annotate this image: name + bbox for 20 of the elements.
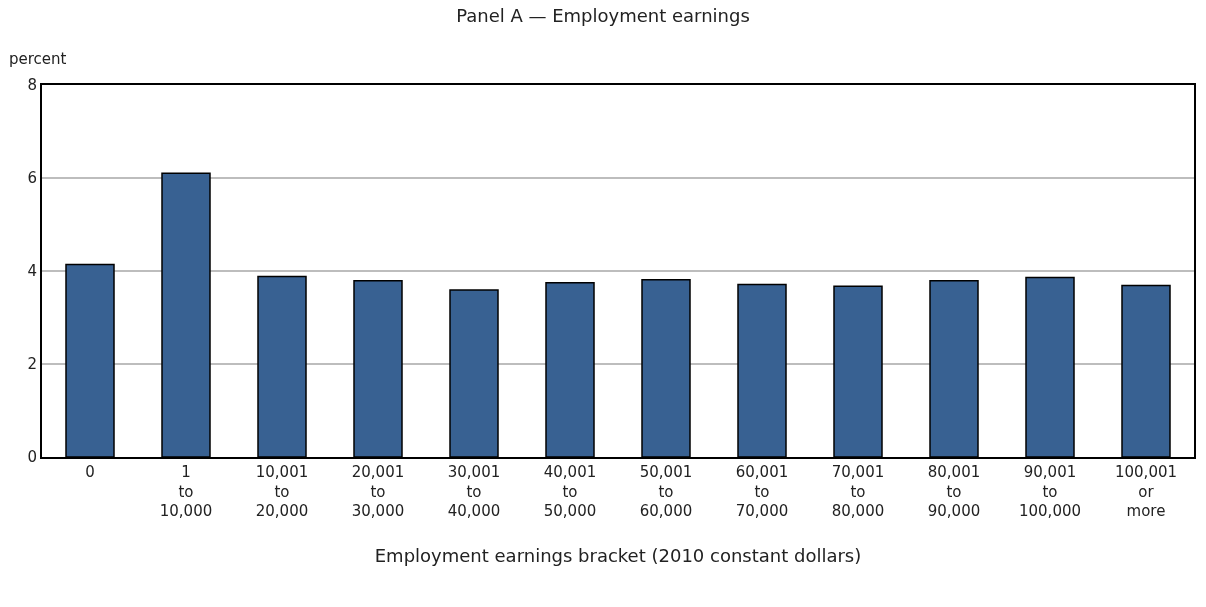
y-tick-label: 0	[27, 448, 37, 467]
x-tick-label: 100,001 or more	[1114, 463, 1178, 520]
y-tick-label: 6	[27, 169, 37, 188]
x-tick-label: 10,001 to 20,000	[255, 463, 309, 520]
y-tick-label: 8	[27, 76, 37, 95]
x-tick-label: 20,001 to 30,000	[351, 463, 405, 520]
x-tick-label: 1 to 10,000	[159, 463, 213, 520]
y-tick-label: 4	[27, 262, 37, 281]
x-tick-label: 60,001 to 70,000	[735, 463, 789, 520]
x-tick-label: 90,001 to 100,000	[1018, 463, 1082, 520]
x-axis-title: Employment earnings bracket (2010 constant dollars)	[374, 544, 862, 566]
x-tick-label: 50,001 to 60,000	[639, 463, 693, 520]
x-tick-label: 30,001 to 40,000	[447, 463, 501, 520]
chart-title: Panel A — Employment earnings	[456, 4, 750, 26]
y-axis-title: percent	[9, 50, 67, 68]
x-tick-label: 0	[85, 463, 95, 481]
x-tick-label: 70,001 to 80,000	[831, 463, 885, 520]
y-tick-label: 2	[27, 355, 37, 374]
x-tick-label: 80,001 to 90,000	[927, 463, 981, 520]
x-tick-label: 40,001 to 50,000	[543, 463, 597, 520]
